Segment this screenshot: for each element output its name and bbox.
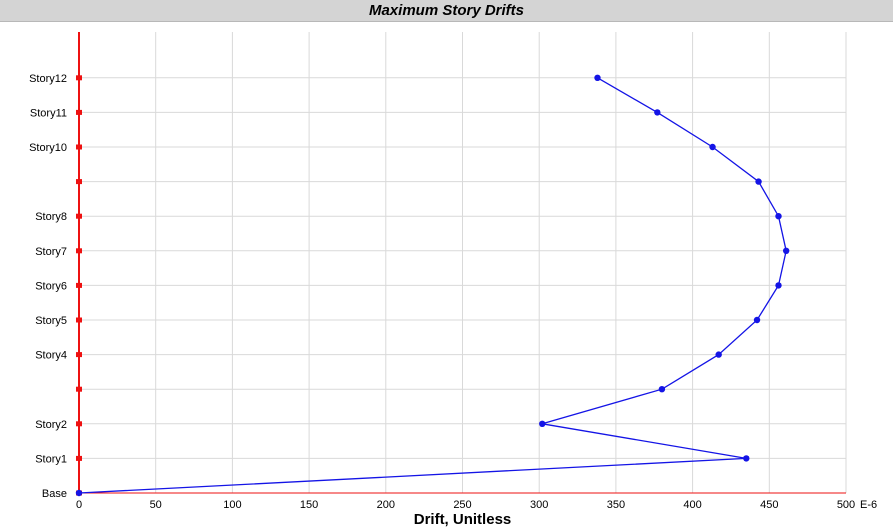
y-tick-mark xyxy=(76,109,82,115)
y-tick-label: Story8 xyxy=(35,211,67,223)
y-tick-mark xyxy=(76,213,82,219)
y-tick-label: Story6 xyxy=(35,280,67,292)
y-tick-mark xyxy=(76,144,82,150)
x-tick-label: 100 xyxy=(223,499,241,511)
drift-series xyxy=(75,74,790,497)
grid-lines xyxy=(78,32,847,494)
y-tick-marks xyxy=(76,75,82,496)
data-point xyxy=(709,143,716,151)
y-tick-label: Story1 xyxy=(35,453,67,465)
y-tick-label: Story11 xyxy=(30,107,67,119)
x-unit-label: E-6 xyxy=(860,499,877,511)
y-tick-mark xyxy=(76,248,82,254)
x-tick-label: 50 xyxy=(150,499,162,511)
data-point xyxy=(755,178,762,185)
x-tick-label: 250 xyxy=(453,499,471,511)
y-tick-mark xyxy=(76,75,82,81)
data-point xyxy=(715,351,722,358)
x-tick-label: 500 xyxy=(837,499,855,511)
y-tick-mark xyxy=(76,455,82,461)
data-point xyxy=(594,74,601,82)
x-tick-label: 0 xyxy=(76,499,82,511)
y-tick-label: Story12 xyxy=(29,73,67,85)
data-point xyxy=(775,213,782,220)
x-tick-label: 450 xyxy=(760,499,778,511)
y-tick-mark xyxy=(76,421,82,427)
y-tick-mark xyxy=(76,179,82,185)
data-point xyxy=(658,386,666,393)
y-tick-mark xyxy=(76,282,82,288)
title-bar: Maximum Story Drifts xyxy=(0,0,893,22)
data-point xyxy=(539,420,546,427)
y-tick-labels: Base Story1 Story2 Story4 Story5 Story6 Story7… xyxy=(29,73,67,500)
y-tick-label: Story10 xyxy=(29,142,67,154)
y-tick-mark xyxy=(76,386,82,392)
x-axis-label: Drift, Unitless xyxy=(414,511,512,528)
x-tick-label: 150 xyxy=(300,499,318,511)
y-tick-label: Story7 xyxy=(35,246,67,258)
y-tick-mark xyxy=(76,352,82,358)
x-tick-label: 300 xyxy=(530,499,548,511)
x-tick-label: 200 xyxy=(377,499,395,511)
x-tick-labels: 0 50 100 150 200 250 300 350 400 450 500 xyxy=(76,499,855,511)
data-point xyxy=(753,316,761,324)
data-point xyxy=(775,282,782,289)
y-tick-label: Base xyxy=(42,488,67,500)
data-point xyxy=(75,489,83,497)
data-point xyxy=(743,455,750,462)
data-point xyxy=(654,109,661,116)
x-tick-label: 400 xyxy=(683,499,701,511)
x-tick-label: 350 xyxy=(607,499,625,511)
y-tick-label: Story2 xyxy=(35,419,67,431)
data-point xyxy=(782,247,790,254)
y-tick-label: Story5 xyxy=(35,315,67,327)
y-tick-label: Story4 xyxy=(35,350,67,362)
y-tick-mark xyxy=(76,317,82,323)
chart-title: Maximum Story Drifts xyxy=(368,2,525,19)
